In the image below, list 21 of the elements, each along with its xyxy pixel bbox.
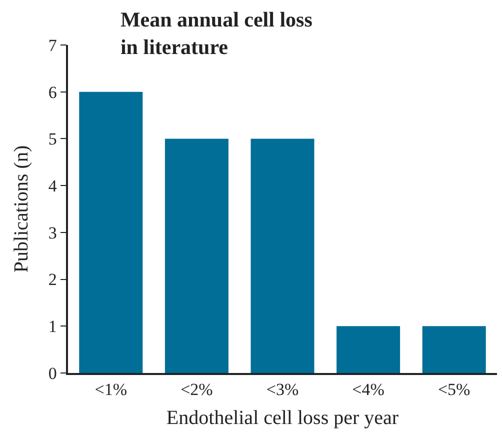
chart-title: Mean annual cell loss in literature xyxy=(120,8,312,59)
y-tick-label: 7 xyxy=(48,36,58,55)
y-tick-label: 5 xyxy=(48,130,57,149)
bar xyxy=(336,326,400,373)
x-tick-label: <5% xyxy=(438,380,470,400)
bar xyxy=(79,92,143,373)
y-tick-label: 6 xyxy=(48,82,57,102)
x-tick-label: <4% xyxy=(352,380,384,400)
y-tick-label: 2 xyxy=(48,270,57,290)
y-tick-label: 0 xyxy=(48,364,57,383)
bar xyxy=(164,138,228,373)
y-tick-label: 3 xyxy=(48,223,57,242)
bar xyxy=(250,138,314,373)
bar xyxy=(422,326,486,373)
y-tick-label: 4 xyxy=(48,176,58,196)
y-tick-label: 1 xyxy=(48,317,57,336)
y-axis-title: Publications (n) xyxy=(10,145,32,273)
x-tick-label: <3% xyxy=(266,380,299,400)
x-axis-title: Endothelial cell loss per year xyxy=(166,407,399,430)
x-tick-label: <2% xyxy=(180,380,213,400)
x-tick-label: <1% xyxy=(94,380,128,400)
